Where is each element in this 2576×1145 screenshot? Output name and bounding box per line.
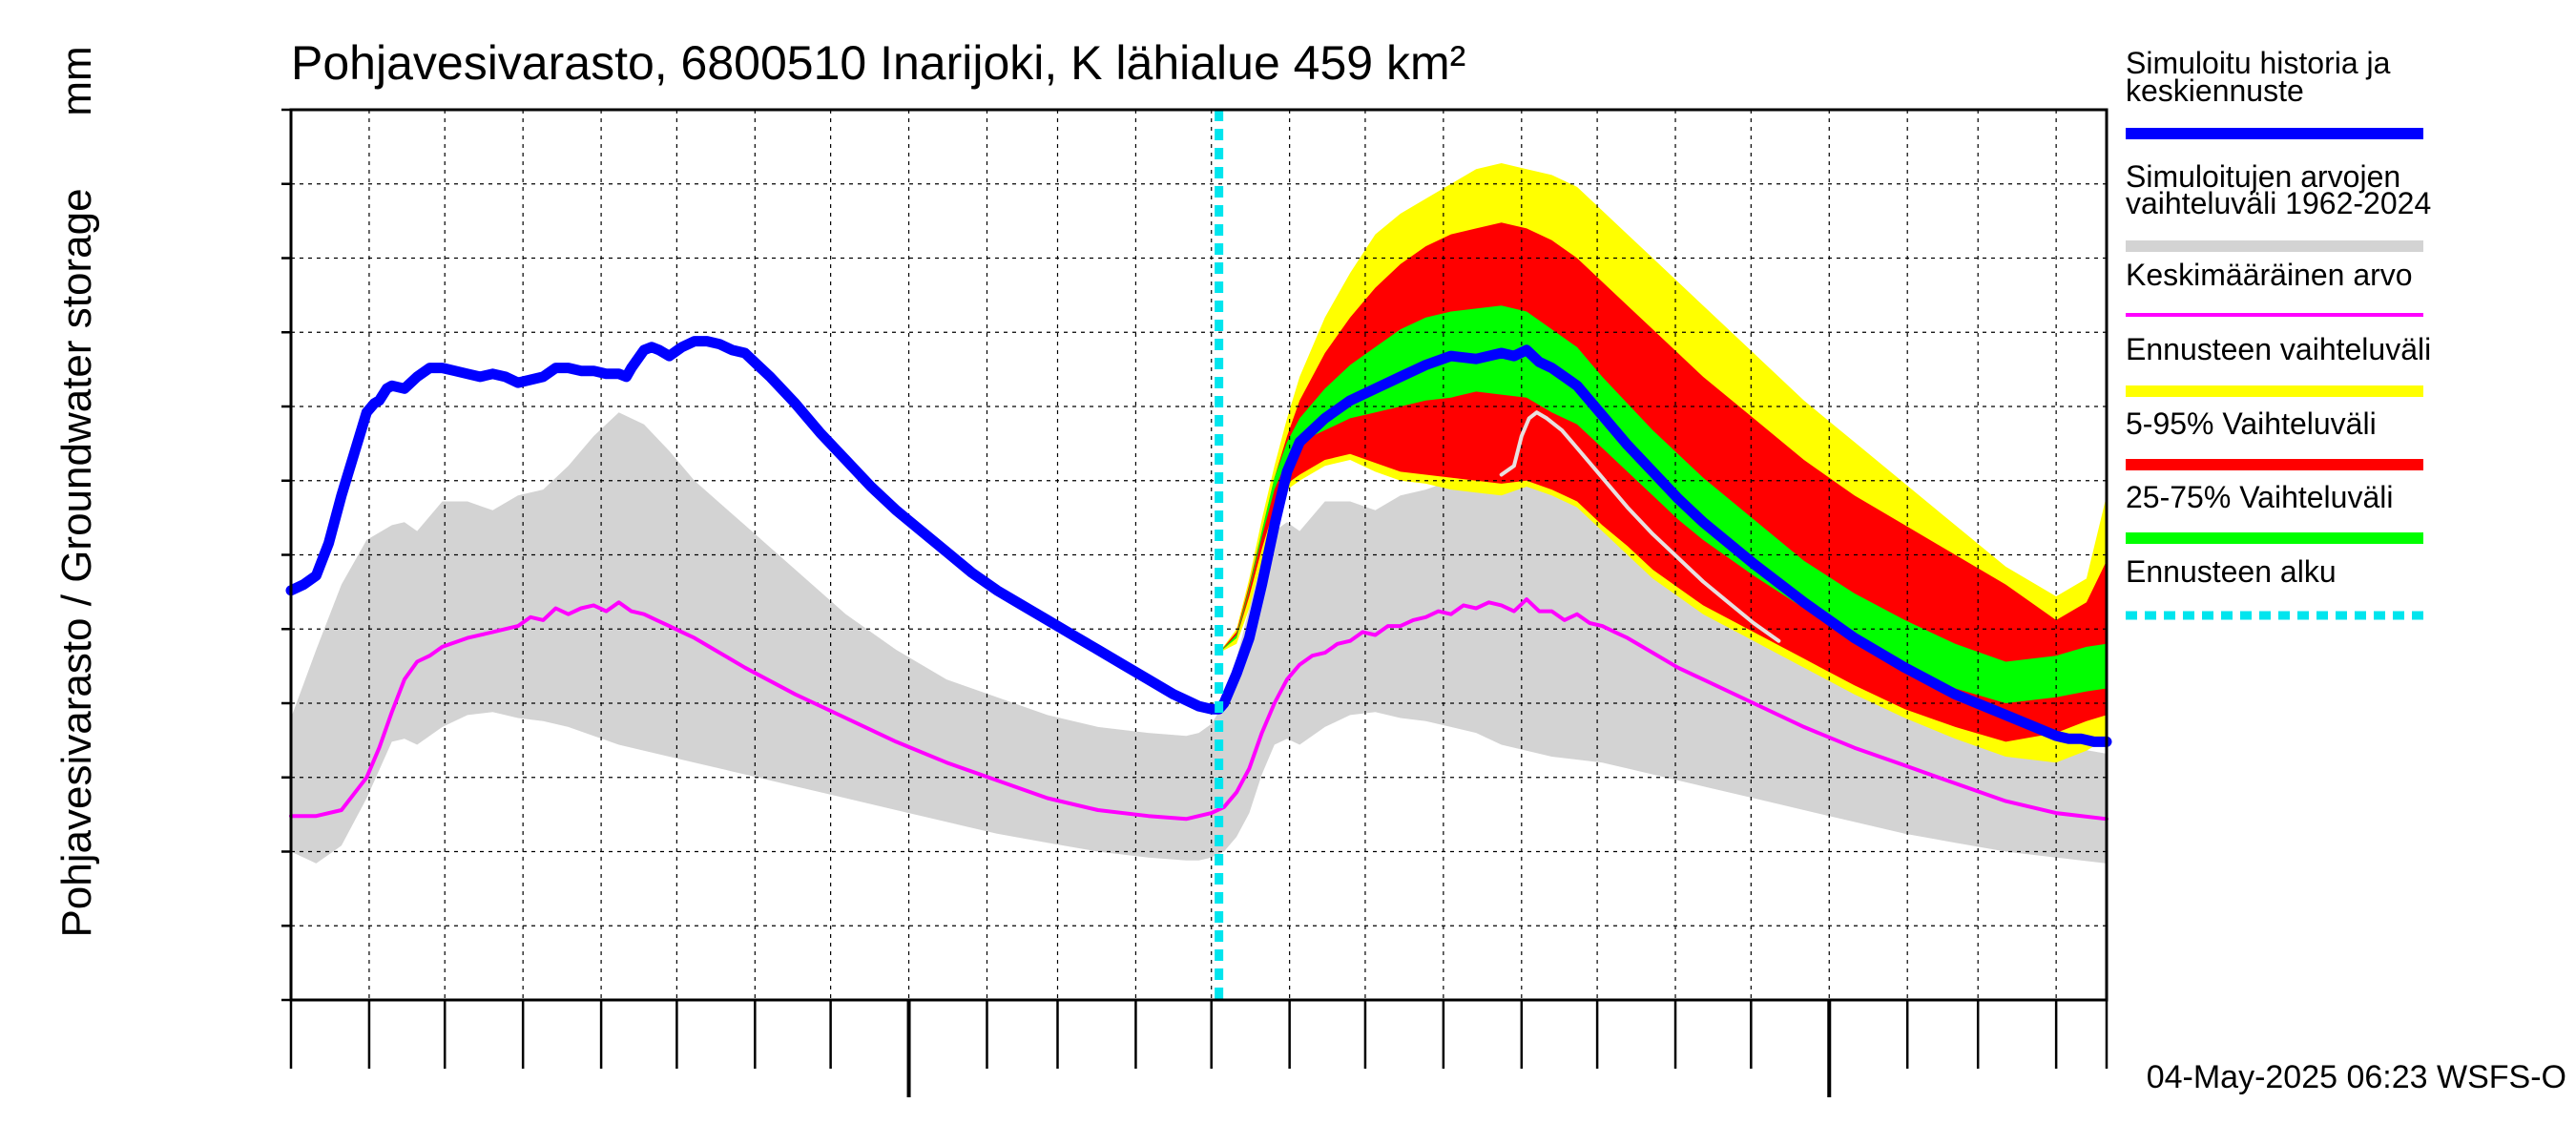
y-axis-label: Pohjavesivarasto / Groundwater storage (53, 188, 100, 937)
grid-layer (291, 110, 2107, 1000)
y-axis-unit: mm (53, 46, 100, 115)
legend: Simuloitu historia ja keskiennuste Simuloi… (2126, 46, 2431, 620)
line-simuloitu-historia-ja-keskiennuste (285, 336, 2112, 747)
chart-title: Pohjavesivarasto, 6800510 Inarijoki, K l… (291, 36, 1465, 90)
axes-layer (281, 108, 2109, 1097)
legend-label: Simuloitu historia ja keskiennuste (2126, 46, 2391, 108)
bands-layer (291, 163, 2107, 864)
legend-label: 25-75% Vaihteluväli (2126, 480, 2393, 514)
footer-timestamp: 04-May-2025 06:23 WSFS-O (2147, 1059, 2566, 1095)
legend-label: Ennusteen vaihteluväli (2126, 332, 2431, 366)
legend-label: Keskimääräinen arvo (2126, 258, 2413, 292)
band-simuloitujen-arvojen-vaihteluv-li-1962-2024 (291, 412, 2107, 864)
lines-layer (285, 110, 2112, 1000)
line-keskim-r-inen-arvo (289, 597, 2109, 822)
legend-label: Simuloitujen arvojen vaihteluväli 1962-20… (2126, 159, 2431, 220)
band-25-75-vaihteluv-li (1218, 305, 2107, 703)
legend-label: Ennusteen alku (2126, 554, 2337, 589)
legend-label: 5-95% Vaihteluväli (2126, 406, 2377, 441)
line-gray-max-trace (1499, 410, 1781, 643)
